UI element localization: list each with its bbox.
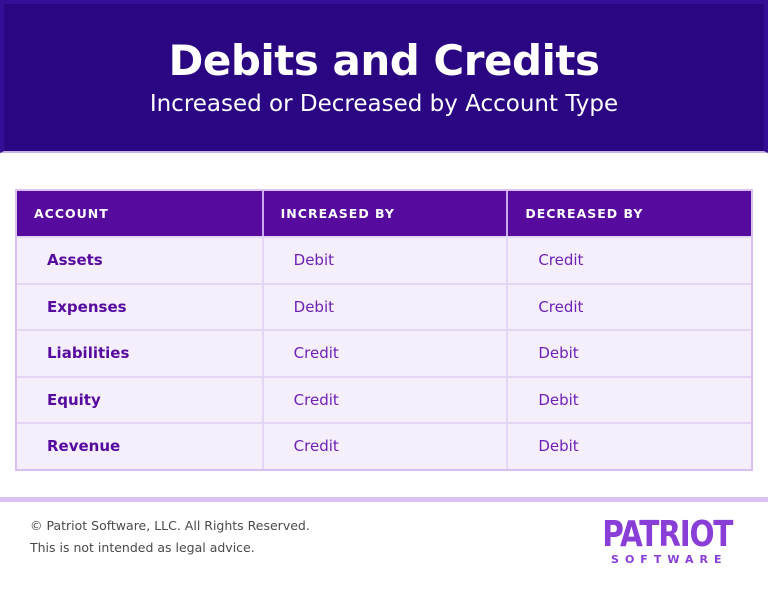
copyright-text: © Patriot Software, LLC. All Rights Rese… [30,517,310,533]
footer: © Patriot Software, LLC. All Rights Rese… [0,496,768,567]
account-cell: Liabilities [17,329,262,376]
page-title: Debits and Credits [168,35,601,85]
decreased-by-cell: Credit [506,282,751,329]
footer-divider [0,496,768,502]
increased-by-cell: Credit [261,375,507,422]
increased-by-cell: Credit [261,329,507,376]
account-cell: Expenses [17,282,262,329]
disclaimer-text: This is not intended as legal advice. [30,539,255,555]
decreased-by-cell: Credit [506,236,751,283]
patriot-software-logo: PATRIOT SOFTWARE [588,513,746,567]
increased-by-cell: Credit [261,422,507,469]
table-section: ACCOUNT INCREASED BY DECREASED BY Assets… [0,153,768,471]
header-cell-account: ACCOUNT [17,191,262,236]
debits-credits-table: ACCOUNT INCREASED BY DECREASED BY Assets… [15,189,753,471]
account-cell: Revenue [17,422,262,469]
header-cell-increased-by: INCREASED BY [261,191,507,236]
account-cell: Assets [17,236,262,283]
header-cell-decreased-by: DECREASED BY [506,191,751,236]
banner: Debits and Credits Increased or Decrease… [0,0,768,153]
logo-wordmark: PATRIOT [601,513,733,555]
debits-credits-infographic: Debits and Credits Increased or Decrease… [0,0,768,566]
decreased-by-cell: Debit [506,422,751,469]
decreased-by-cell: Debit [506,375,751,422]
page-subtitle: Increased or Decreased by Account Type [149,90,619,117]
legal-text: © Patriot Software, LLC. All Rights Rese… [30,517,310,564]
increased-by-cell: Debit [261,236,507,283]
logo-subtext: SOFTWARE [611,553,728,567]
account-cell: Equity [17,375,262,422]
decreased-by-cell: Debit [506,329,751,376]
increased-by-cell: Debit [261,282,507,329]
